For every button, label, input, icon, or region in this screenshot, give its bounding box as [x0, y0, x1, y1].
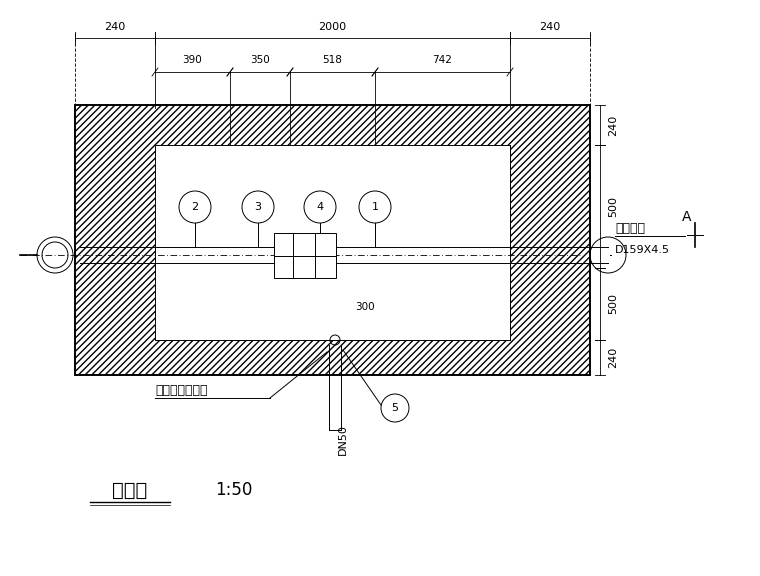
Text: 4: 4 [316, 202, 324, 212]
Bar [75, 105, 590, 375]
Text: 742: 742 [432, 55, 452, 65]
Text: 5: 5 [391, 403, 398, 413]
Bar [155, 145, 510, 340]
Text: 240: 240 [608, 115, 618, 135]
Text: 2: 2 [192, 202, 198, 212]
Text: DN50: DN50 [338, 425, 348, 456]
Bar [75, 105, 590, 375]
Text: 至配水井: 至配水井 [615, 222, 645, 234]
Text: 2000: 2000 [318, 22, 347, 32]
Text: A: A [682, 210, 692, 224]
Text: 240: 240 [540, 22, 561, 32]
Text: 1: 1 [372, 202, 378, 212]
Text: 1:50: 1:50 [215, 481, 252, 499]
Text: 就近排入检查井: 就近排入检查井 [155, 384, 207, 396]
Bar [155, 145, 510, 340]
Text: 500: 500 [608, 196, 618, 217]
Text: 平面图: 平面图 [112, 480, 147, 499]
Text: 3: 3 [255, 202, 261, 212]
Text: 300: 300 [355, 302, 375, 312]
Text: 500: 500 [608, 294, 618, 314]
Text: 390: 390 [182, 55, 202, 65]
Text: 350: 350 [250, 55, 270, 65]
Text: 518: 518 [322, 55, 343, 65]
Text: D159X4.5: D159X4.5 [615, 245, 670, 255]
Text: 240: 240 [104, 22, 125, 32]
Text: 240: 240 [608, 347, 618, 368]
Bar [155, 145, 510, 340]
Bar [274, 233, 336, 278]
